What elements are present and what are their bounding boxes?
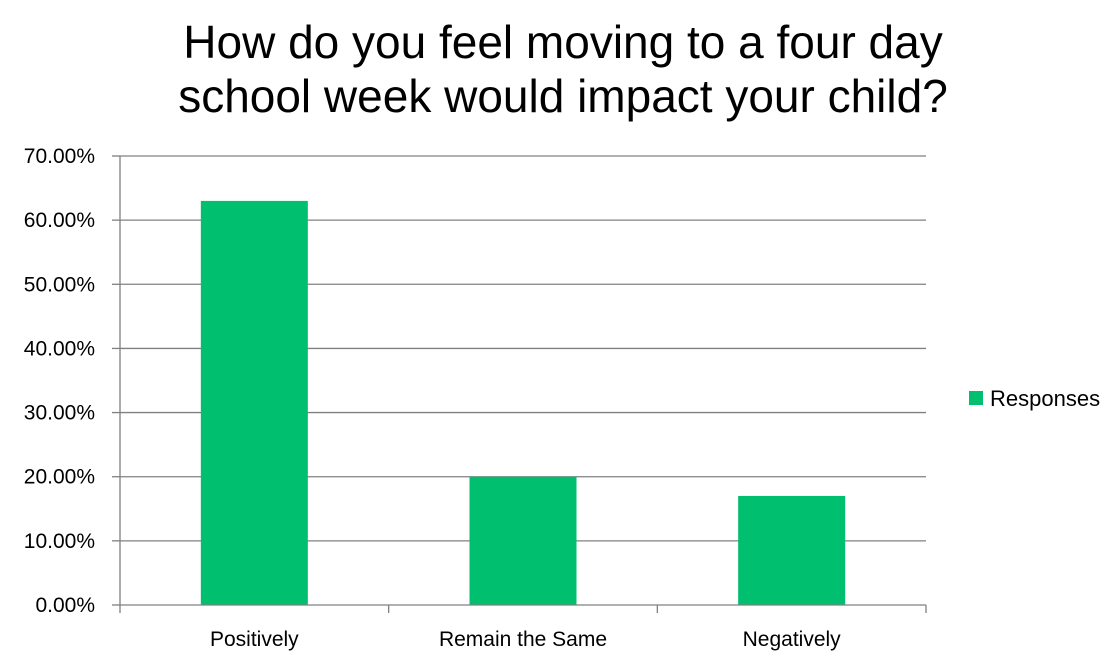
bar bbox=[738, 495, 846, 605]
y-tick-label: 30.00% bbox=[24, 402, 95, 425]
legend: Responses bbox=[969, 386, 1100, 411]
y-tick-label: 20.00% bbox=[24, 466, 95, 489]
chart-title-line-1: How do you feel moving to a four day bbox=[183, 16, 942, 68]
x-tick-label: Negatively bbox=[743, 628, 842, 651]
bar bbox=[200, 200, 308, 605]
bars bbox=[200, 200, 846, 605]
x-tick-labels: Positively Remain the Same Negatively bbox=[210, 628, 841, 651]
y-tick-label: 0.00% bbox=[35, 594, 95, 617]
y-tick-label: 60.00% bbox=[24, 209, 95, 232]
axes bbox=[112, 155, 927, 613]
y-tick-label: 10.00% bbox=[24, 530, 95, 553]
x-tick-label: Remain the Same bbox=[439, 628, 607, 651]
y-tick-label: 40.00% bbox=[24, 337, 95, 360]
legend-swatch bbox=[969, 391, 983, 405]
y-tick-labels: 0.00% 10.00% 20.00% 30.00% 40.00% 50.00% 60.00… bbox=[24, 145, 95, 617]
y-tick-label: 50.00% bbox=[24, 273, 95, 296]
chart-title-line-2: school week would impact your child? bbox=[178, 70, 948, 122]
y-tick-label: 70.00% bbox=[24, 145, 95, 168]
legend-label: Responses bbox=[990, 386, 1100, 411]
bar bbox=[469, 476, 577, 605]
x-tick-label: Positively bbox=[210, 628, 299, 651]
